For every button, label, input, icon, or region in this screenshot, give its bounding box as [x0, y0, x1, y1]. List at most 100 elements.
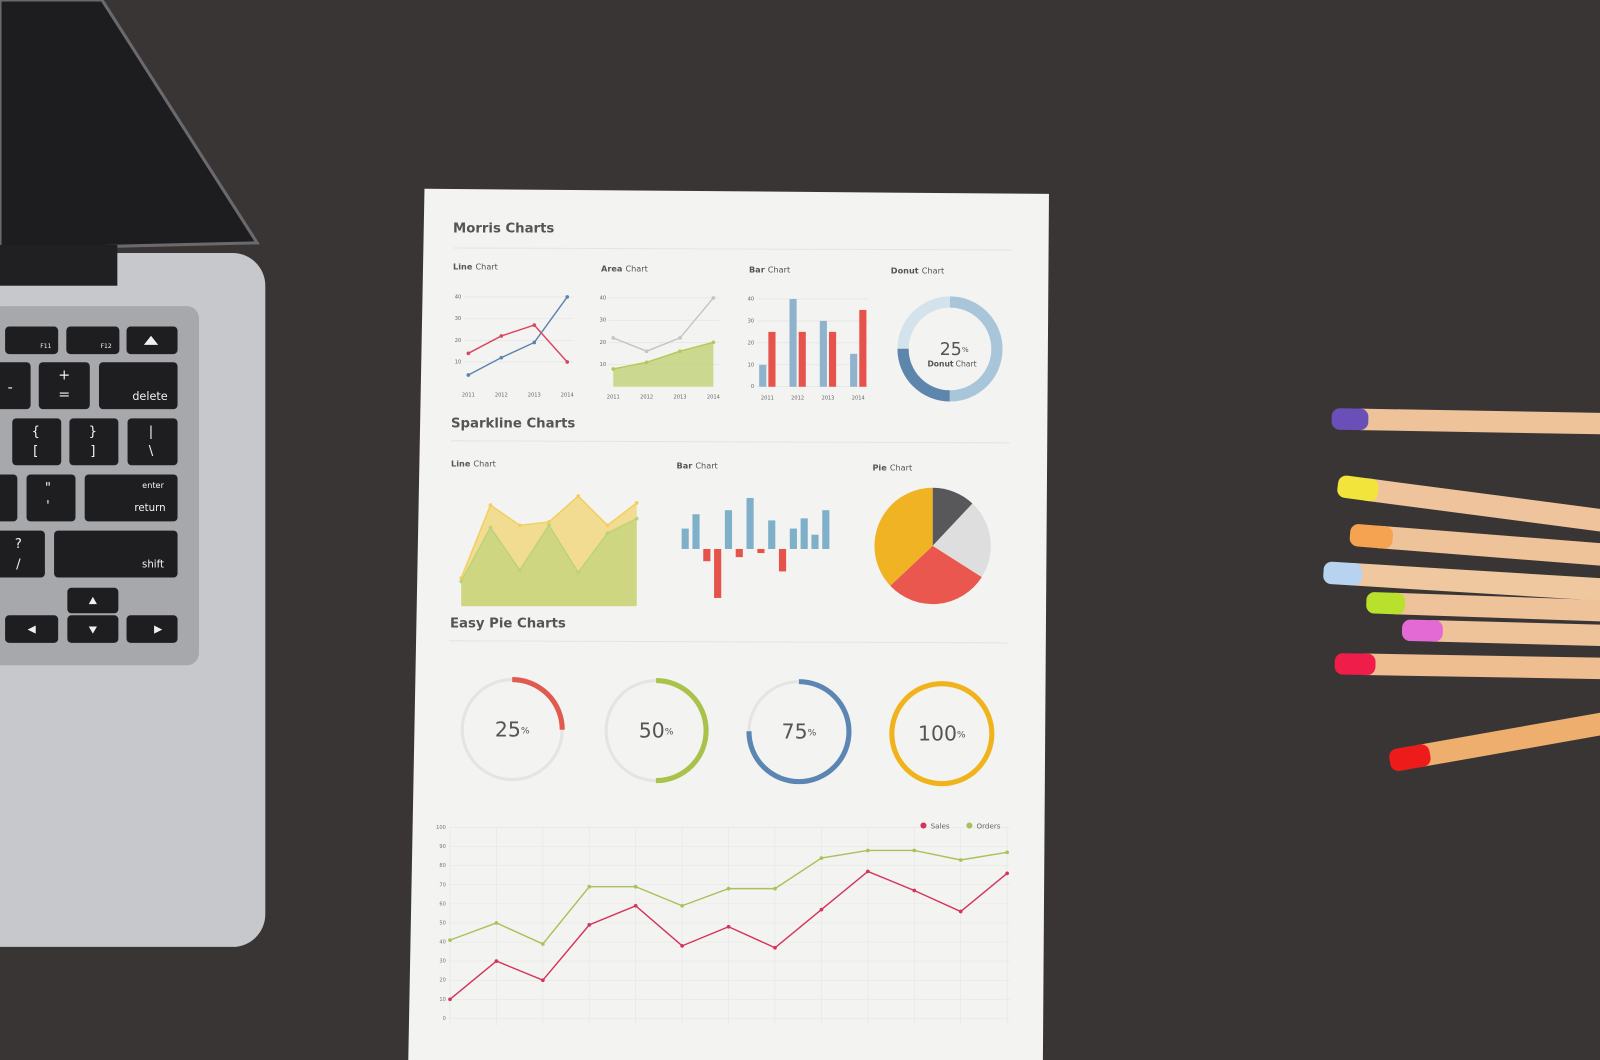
point [576, 494, 581, 498]
pencil [1389, 674, 1600, 771]
key-label: + [58, 368, 70, 384]
point [499, 355, 504, 360]
point [448, 997, 452, 1002]
point [488, 503, 493, 507]
y-tick-label: 60 [439, 901, 445, 907]
key-label: = [58, 387, 70, 403]
area [461, 518, 637, 607]
y-tick-label: 20 [455, 338, 461, 344]
donut-segment [897, 296, 1003, 402]
point [726, 924, 731, 929]
key [54, 530, 178, 578]
y-tick-label: 100 [436, 825, 446, 831]
point [541, 978, 545, 983]
point [494, 921, 499, 925]
value: 100 [918, 722, 957, 746]
x-tick-label: 2014 [707, 394, 720, 400]
point [912, 888, 917, 893]
bar [735, 548, 743, 558]
bar [798, 331, 806, 387]
y-tick-label: 40 [455, 294, 461, 300]
point [466, 373, 471, 377]
point [819, 856, 824, 860]
section-title: Sparkline Charts [451, 416, 575, 431]
ring-label: 75% [782, 720, 817, 744]
unit: % [665, 726, 674, 737]
point [866, 848, 870, 853]
key [66, 326, 120, 355]
x-tick-label: 2012 [791, 395, 804, 401]
y-tick-label: 10 [748, 362, 754, 368]
subtitle-rest: Chart [695, 460, 717, 470]
subtitle-rest: Chart [768, 264, 790, 274]
chart-subtitle: Line Chart [453, 261, 498, 271]
bar [768, 331, 776, 387]
donut-label: Donut Chart [927, 359, 976, 368]
point [611, 336, 616, 340]
y-tick-label: 40 [600, 295, 606, 301]
key [98, 362, 178, 410]
y-tick-label: 40 [439, 940, 445, 946]
point [866, 869, 870, 874]
bar [746, 497, 754, 549]
bar [703, 548, 711, 562]
legend-swatch [920, 822, 927, 829]
pie-slice [874, 487, 933, 586]
point [587, 923, 592, 927]
key-label: ] [90, 444, 95, 459]
section-title: Easy Pie Charts [450, 616, 566, 631]
point [958, 858, 963, 862]
point [547, 523, 551, 528]
label-strong: Donut [927, 359, 953, 368]
point [488, 525, 493, 530]
point [711, 340, 716, 345]
point [1005, 871, 1009, 876]
bar [778, 548, 787, 572]
key-glyphs [27, 335, 163, 634]
y-tick-label: 20 [748, 340, 754, 346]
y-tick-label: 10 [439, 997, 445, 1003]
x-tick-label: 2013 [528, 392, 541, 398]
y-tick-label: 80 [439, 863, 445, 869]
pencils [1323, 408, 1600, 771]
point [547, 520, 551, 524]
pencil [1334, 653, 1600, 683]
key-label: return [134, 503, 165, 514]
key-label: } [89, 425, 97, 440]
keys [0, 326, 178, 643]
bar [859, 309, 867, 387]
y-tick-label: 30 [600, 318, 606, 324]
point [678, 349, 682, 354]
bar [789, 298, 797, 387]
laptop-hinge [0, 244, 118, 286]
point [678, 336, 682, 340]
x-tick-label: 2011 [761, 395, 774, 401]
chart-subtitle: Line Chart [451, 458, 496, 468]
point [576, 570, 581, 575]
bar [759, 364, 767, 387]
subtitle-rest: Chart [890, 462, 912, 472]
ring-label: 50% [639, 719, 674, 743]
point [605, 523, 610, 528]
line [612, 297, 714, 352]
point [634, 516, 639, 521]
pencil [1366, 592, 1600, 629]
bar [681, 528, 689, 549]
bar [757, 548, 765, 554]
x-tick-label: 2011 [607, 394, 620, 400]
arrow-right [154, 625, 163, 634]
key-label: ' [46, 499, 50, 514]
point [611, 367, 616, 371]
bar [724, 510, 733, 549]
pencil [1337, 475, 1600, 554]
point [459, 579, 464, 584]
value: 25 [940, 340, 962, 360]
y-tick-label: 40 [748, 296, 754, 302]
subtitle-strong: Area [601, 263, 622, 273]
y-tick-label: 20 [600, 340, 606, 346]
point [912, 848, 917, 853]
key-label: delete [132, 390, 167, 403]
label-rest: Chart [956, 359, 977, 368]
pie-slice [890, 545, 982, 605]
